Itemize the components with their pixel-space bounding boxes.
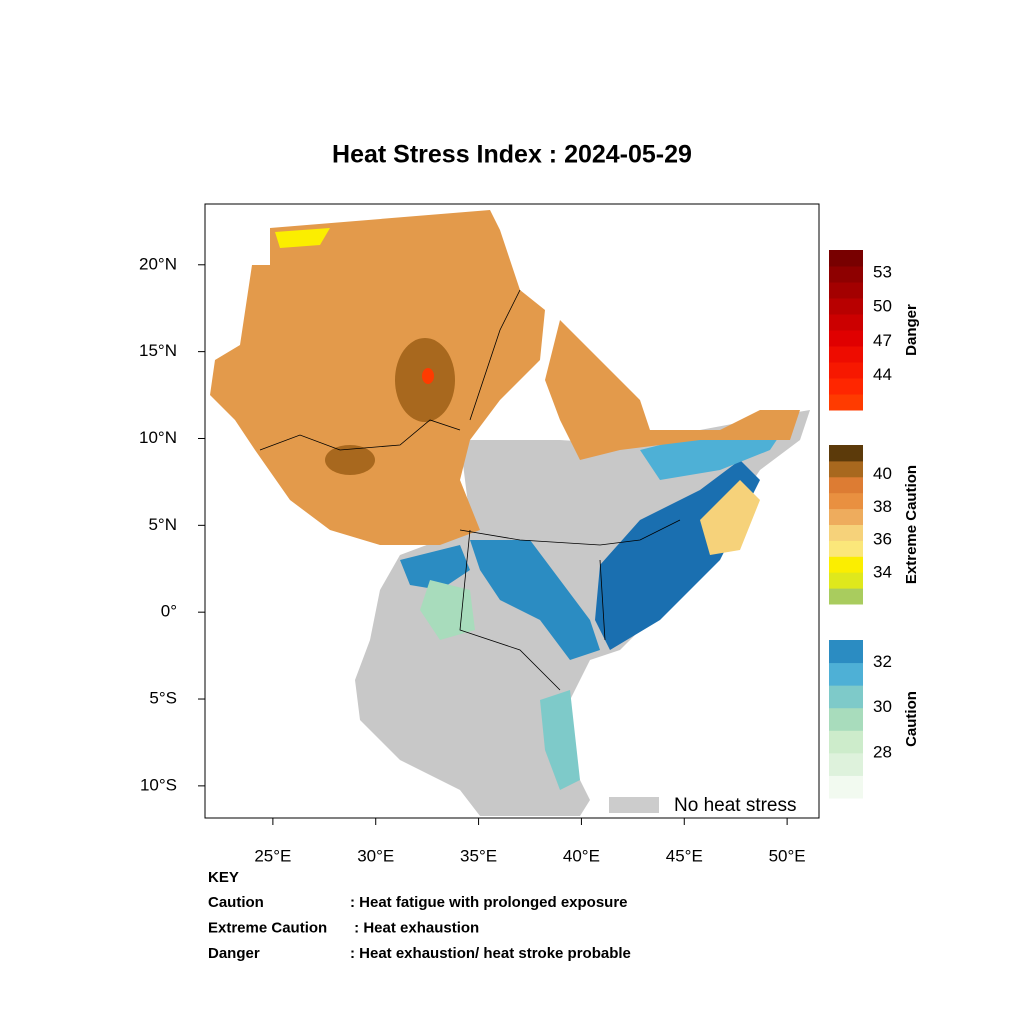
key-term: Danger — [208, 945, 260, 962]
colorbar-tick-label: 34 — [873, 562, 892, 581]
colorbar-tick-label: 32 — [873, 652, 892, 671]
colorbar-tick-label: 38 — [873, 497, 892, 516]
colorbar-tick-label: 28 — [873, 742, 892, 761]
x-tick-label: 25°E — [254, 846, 291, 865]
colorbar-swatch — [829, 572, 863, 589]
colorbar-swatch — [829, 685, 863, 709]
key-definition: : Heat fatigue with prolonged exposure — [350, 894, 628, 911]
caution-region — [470, 540, 600, 660]
caution-region — [540, 690, 580, 790]
colorbar-swatch — [829, 524, 863, 541]
x-tick-label: 35°E — [460, 846, 497, 865]
colorbar-tick-label: 44 — [873, 365, 892, 384]
colorbar-swatch — [829, 730, 863, 754]
x-tick-label: 40°E — [563, 846, 600, 865]
colorbar-swatch — [829, 314, 863, 331]
legend-label: No heat stress — [674, 795, 797, 816]
y-tick-label: 20°N — [139, 254, 177, 273]
colorbar-swatch — [829, 752, 863, 776]
colorbar-tick-label: 40 — [873, 464, 892, 483]
key-term: Extreme Caution — [208, 919, 327, 936]
colorbar-swatch — [829, 707, 863, 731]
colorbar-tick-label: 47 — [873, 331, 892, 350]
extreme-caution-region — [275, 228, 330, 248]
colorbar-swatch — [829, 492, 863, 510]
colorbar-swatch — [829, 556, 863, 573]
colorbar-title: Danger — [903, 304, 920, 356]
colorbar-swatch — [829, 282, 863, 299]
key-definition: : Heat exhaustion/ heat stroke probable — [350, 945, 631, 962]
colorbar-swatch — [829, 588, 863, 605]
extreme-caution-region — [325, 445, 375, 475]
y-tick-label: 5°S — [149, 689, 177, 708]
colorbar-tick-label: 50 — [873, 297, 892, 316]
title: Heat Stress Index : 2024-05-29 — [332, 141, 692, 169]
key-term: Caution — [208, 894, 264, 911]
caution-region — [420, 580, 475, 640]
colorbar-swatch — [829, 346, 863, 363]
colorbar-swatch — [829, 460, 863, 478]
y-tick-label: 10°S — [140, 775, 177, 794]
colorbar-swatch — [829, 362, 863, 379]
colorbar-swatch — [829, 445, 863, 462]
map-raster — [210, 210, 810, 816]
x-tick-label: 50°E — [769, 846, 806, 865]
y-tick-label: 10°N — [139, 428, 177, 447]
colorbar-swatch — [829, 394, 863, 411]
colorbar-swatch — [829, 775, 863, 799]
colorbar-swatch — [829, 640, 863, 664]
colorbar-tick-label: 53 — [873, 262, 892, 281]
legend-swatch — [609, 797, 659, 813]
colorbar-swatch — [829, 476, 863, 494]
colorbar-title: Caution — [903, 691, 920, 747]
key-definition: : Heat exhaustion — [350, 919, 479, 936]
colorbar-tick-label: 30 — [873, 697, 892, 716]
colorbar-swatch — [829, 266, 863, 283]
colorbar-swatch — [829, 662, 863, 686]
caution-region — [400, 545, 470, 590]
colorbar-swatch — [829, 378, 863, 395]
colorbar-swatch — [829, 540, 863, 557]
colorbar-swatch — [829, 298, 863, 315]
colorbar-tick-label: 36 — [873, 530, 892, 549]
colorbar-title: Extreme Caution — [903, 465, 920, 584]
border — [259, 289, 681, 691]
x-tick-label: 30°E — [357, 846, 394, 865]
extreme-caution-region — [210, 210, 545, 545]
colorbar-swatch — [829, 330, 863, 347]
colorbar-swatch — [829, 250, 863, 267]
extreme-caution-region — [700, 480, 760, 555]
y-tick-label: 5°N — [148, 515, 177, 534]
extreme-caution-region — [545, 320, 800, 460]
key-title: KEY — [208, 869, 239, 886]
x-tick-label: 45°E — [666, 846, 703, 865]
map-frame — [204, 203, 820, 819]
colorbar-swatch — [829, 508, 863, 525]
danger-region — [422, 368, 434, 384]
y-tick-label: 15°N — [139, 341, 177, 360]
y-tick-label: 0° — [161, 602, 177, 621]
